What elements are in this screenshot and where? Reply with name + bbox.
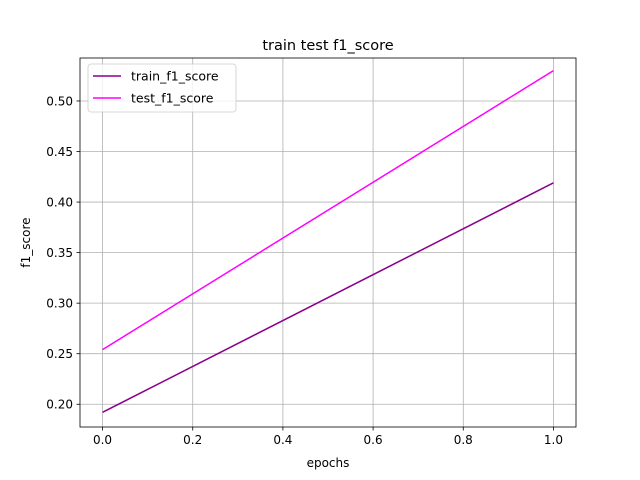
y-tick-label: 0.30 [46, 296, 73, 310]
x-tick-label: 0.0 [93, 433, 112, 447]
series-line-test_f1_score [102, 70, 554, 351]
y-tick-label: 0.50 [46, 94, 73, 108]
x-tick-label: 0.4 [273, 433, 292, 447]
plot-frame [79, 57, 577, 428]
x-tick-label: 0.6 [364, 433, 383, 447]
series-lines [102, 70, 554, 414]
legend-label-test_f1_score: test_f1_score [131, 91, 214, 106]
y-tick-label: 0.25 [46, 347, 73, 361]
grid [80, 58, 576, 427]
y-tick-label: 0.35 [46, 246, 73, 260]
legend-box [87, 63, 237, 113]
x-tick-label: 1.0 [544, 433, 563, 447]
series-line-train_f1_score [102, 182, 554, 414]
chart-title: train test f1_score [262, 38, 393, 54]
legend-label-train_f1_score: train_f1_score [131, 69, 219, 84]
x-axis-label: epochs [307, 456, 350, 470]
y-tick-label: 0.40 [46, 195, 73, 209]
axis-ticks: 0.0 0.2 0.4 0.6 0.8 1.0 0.20 0.25 0.30 0.35 0.40 0.… [46, 94, 563, 447]
x-tick-label: 0.2 [183, 433, 202, 447]
y-tick-label: 0.45 [46, 145, 73, 159]
y-tick-label: 0.20 [46, 398, 73, 412]
legend: train_f1_score test_f1_score [87, 63, 237, 113]
x-tick-label: 0.8 [454, 433, 473, 447]
y-axis-label: f1_score [19, 217, 33, 267]
